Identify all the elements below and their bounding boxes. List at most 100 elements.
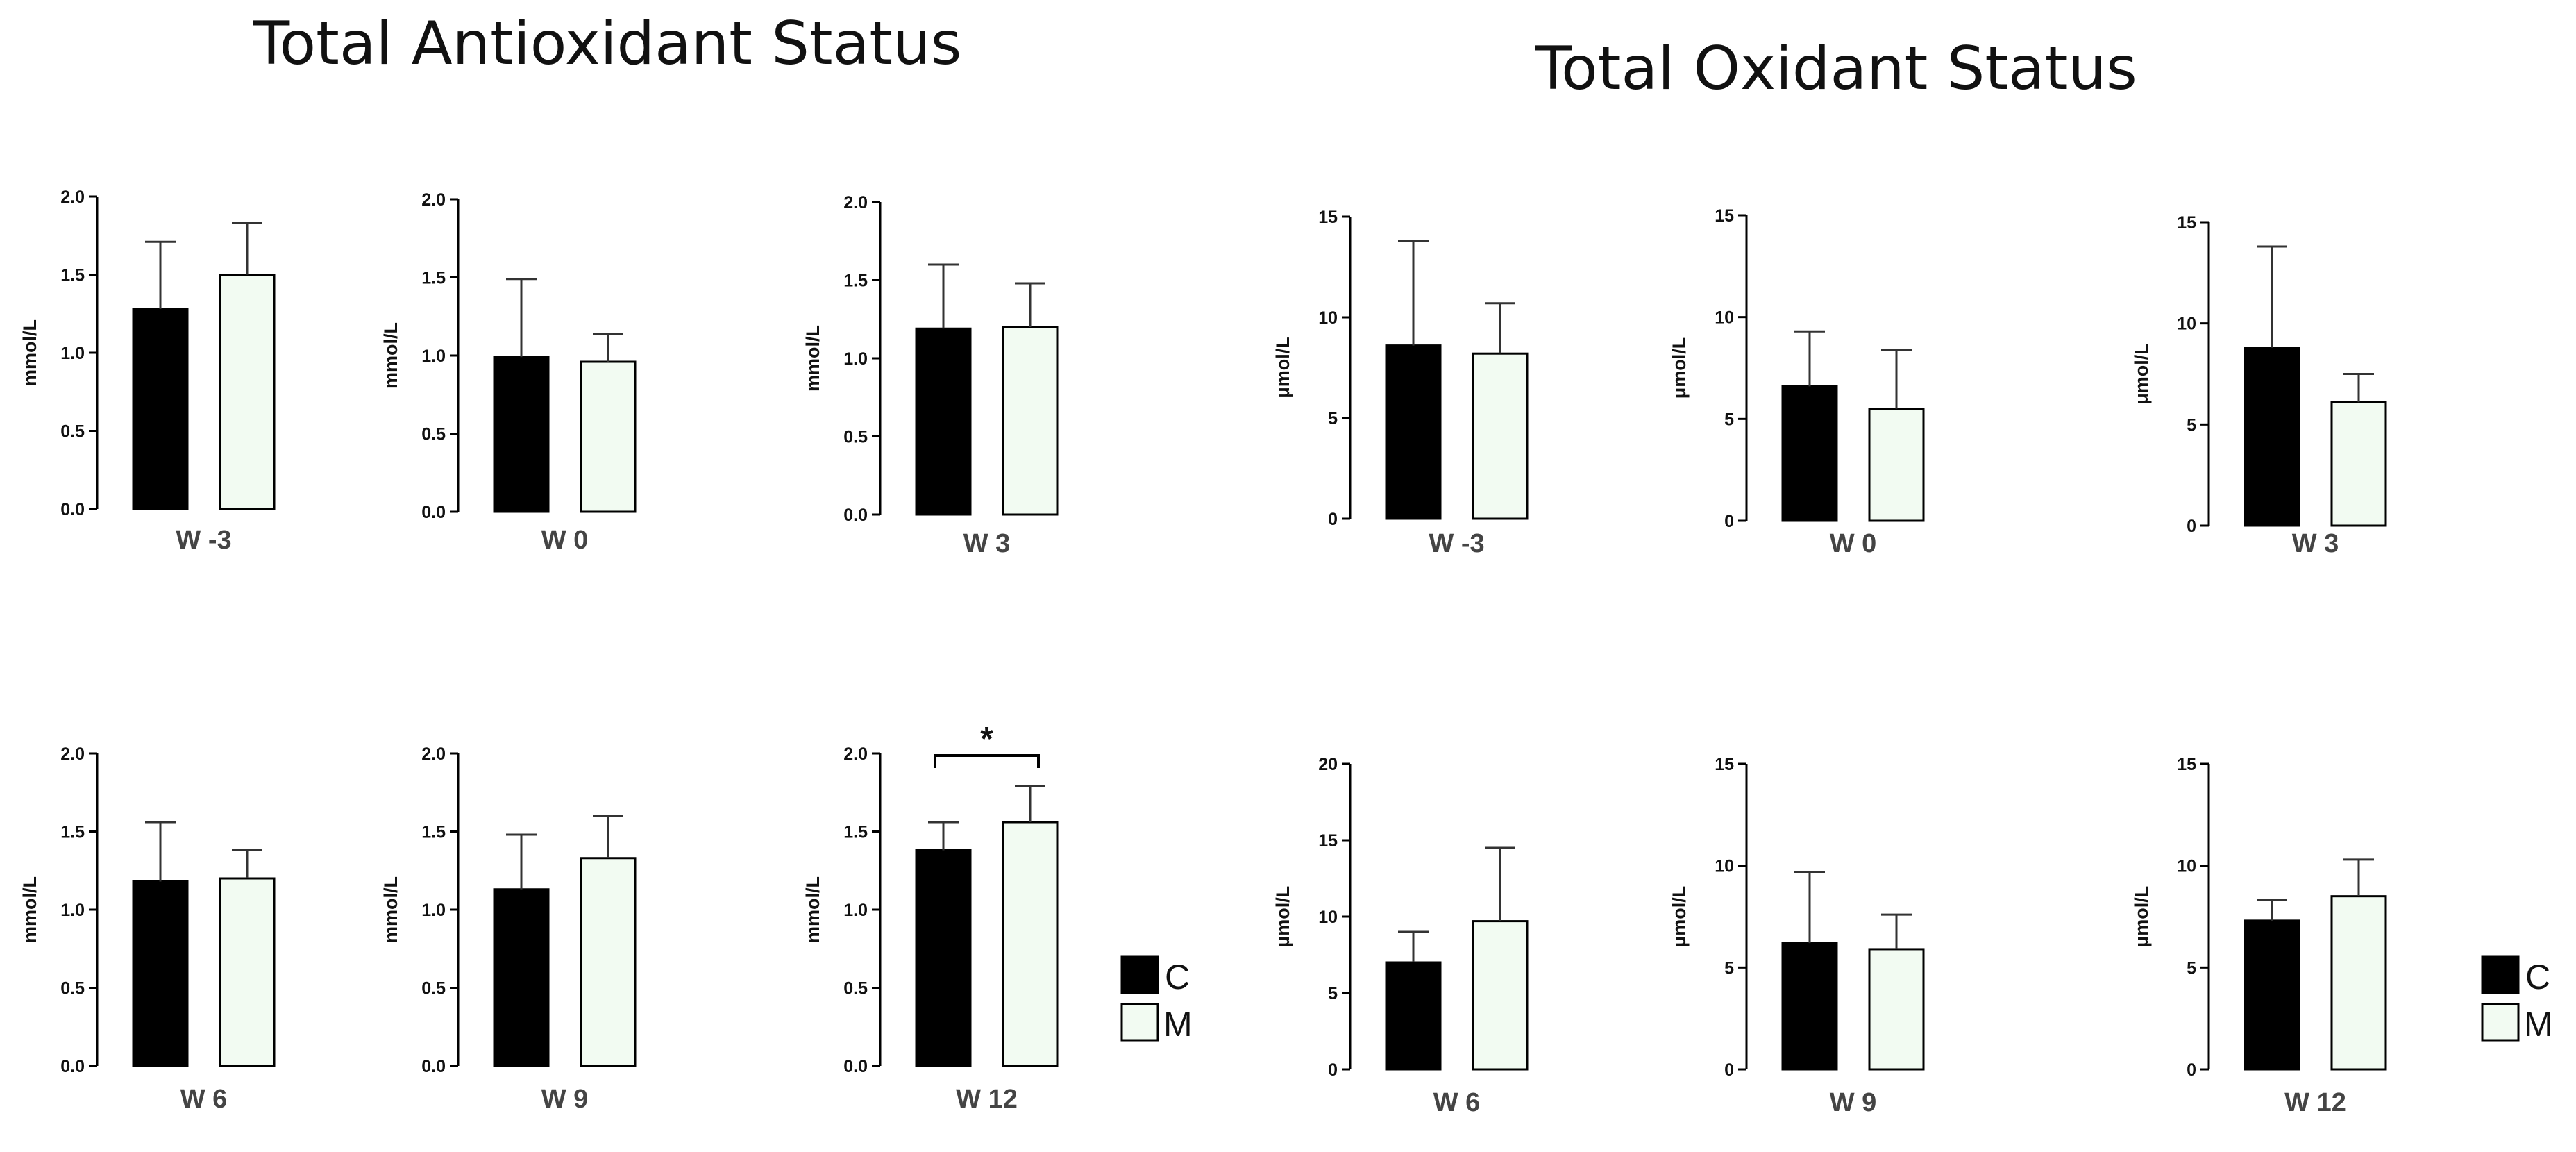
y-tick-label: 15 bbox=[1318, 831, 1338, 851]
chart-panel-tos-w3: 0 5 10 15 μmol/L W 3 bbox=[2131, 213, 2387, 558]
x-axis-label: W 9 bbox=[541, 1085, 589, 1114]
y-tick-label: 0.5 bbox=[843, 428, 868, 447]
legend-swatch-m bbox=[2481, 1003, 2520, 1042]
chart-panel-tos-w0: 0 5 10 15 μmol/L W 0 bbox=[1669, 206, 1925, 558]
y-tick-label: 1.5 bbox=[843, 823, 868, 842]
legend-swatch-c bbox=[1120, 955, 1159, 994]
bar-m bbox=[1472, 352, 1529, 520]
legend-swatch-m bbox=[1120, 1003, 1159, 1042]
significance-bracket bbox=[934, 754, 1040, 768]
y-tick-label: 0.0 bbox=[60, 1057, 85, 1076]
y-tick-label: 1.5 bbox=[421, 269, 446, 288]
y-tick-label: 1.0 bbox=[60, 901, 85, 920]
y-tick-label: 0.0 bbox=[60, 500, 85, 519]
y-axis-label: μmol/L bbox=[2131, 343, 2152, 405]
bar-m bbox=[219, 274, 276, 510]
y-tick-label: 0.0 bbox=[843, 1057, 868, 1076]
chart-panel-tas-w9: 0.0 0.5 1.0 1.5 2.0 mmol/L W 9 bbox=[380, 744, 637, 1114]
y-axis-label: mmol/L bbox=[802, 325, 823, 392]
y-tick-label: 0.5 bbox=[421, 979, 446, 999]
x-axis-label: W 0 bbox=[1830, 529, 1877, 558]
chart-panel-tas-w3: 0.0 0.5 1.0 1.5 2.0 mmol/L W 3 bbox=[802, 193, 1059, 558]
y-axis-label: mmol/L bbox=[19, 876, 40, 943]
y-tick-label: 1.0 bbox=[421, 901, 446, 920]
x-axis-label: W 0 bbox=[541, 526, 589, 555]
y-axis-label: mmol/L bbox=[19, 319, 40, 386]
y-tick-label: 15 bbox=[1318, 208, 1338, 227]
x-axis-label: W 12 bbox=[2284, 1088, 2346, 1117]
y-tick-label: 0.5 bbox=[843, 979, 868, 999]
y-tick-label: 0.5 bbox=[60, 422, 85, 442]
y-tick-label: 1.5 bbox=[421, 823, 446, 842]
y-tick-label: 0 bbox=[1724, 512, 1734, 531]
bar-m bbox=[580, 857, 637, 1067]
chart-panel-tos-w-3: 0 5 10 15 μmol/L W -3 bbox=[1272, 208, 1529, 558]
y-axis-label: mmol/L bbox=[380, 876, 401, 943]
y-tick-label: 2.0 bbox=[421, 744, 446, 764]
y-tick-label: 15 bbox=[1715, 206, 1734, 226]
y-tick-label: 10 bbox=[1318, 908, 1338, 927]
y-tick-label: 1.0 bbox=[60, 344, 85, 363]
y-tick-label: 5 bbox=[1724, 958, 1734, 978]
bar-m bbox=[1472, 920, 1529, 1071]
bar-c bbox=[1781, 385, 1838, 522]
bar-m bbox=[2330, 895, 2387, 1071]
y-tick-label: 2.0 bbox=[843, 744, 868, 764]
x-axis-label: W 9 bbox=[1830, 1088, 1877, 1117]
y-tick-label: 10 bbox=[1318, 308, 1338, 328]
y-tick-label: 10 bbox=[2177, 315, 2196, 334]
y-tick-label: 10 bbox=[1715, 308, 1734, 328]
x-axis-label: W 3 bbox=[2292, 529, 2339, 558]
y-tick-label: 0 bbox=[1724, 1060, 1734, 1080]
chart-panel-tos-w9: 0 5 10 15 μmol/L W 9 bbox=[1669, 755, 1925, 1117]
y-tick-label: 15 bbox=[1715, 755, 1734, 774]
chart-panels: 0.0 0.5 1.0 1.5 2.0 mmol/L W -3 0.0 0.5 1.0 1.5 2.0… bbox=[19, 187, 2387, 1117]
chart-panel-tos-w12: 0 5 10 15 μmol/L W 12 bbox=[2131, 755, 2387, 1117]
y-tick-label: 15 bbox=[2177, 755, 2196, 774]
bar-c bbox=[2244, 919, 2300, 1071]
y-tick-label: 5 bbox=[1328, 984, 1338, 1003]
legend-tas: C M bbox=[1120, 955, 1193, 1044]
bar-m bbox=[219, 877, 276, 1067]
legend-label-m: M bbox=[1163, 1005, 1193, 1044]
y-tick-label: 0.0 bbox=[421, 503, 446, 522]
x-axis-label: W 12 bbox=[956, 1085, 1018, 1114]
y-tick-label: 5 bbox=[2187, 415, 2196, 435]
bar-m bbox=[1868, 408, 1925, 522]
bar-m bbox=[580, 360, 637, 513]
y-tick-label: 20 bbox=[1318, 755, 1338, 774]
bar-c bbox=[1781, 942, 1838, 1071]
x-axis-label: W 3 bbox=[963, 529, 1011, 558]
y-axis-label: μmol/L bbox=[1669, 886, 1690, 948]
bar-m bbox=[1002, 821, 1059, 1067]
y-tick-label: 0.0 bbox=[843, 506, 868, 525]
y-axis-label: μmol/L bbox=[1669, 337, 1690, 399]
y-tick-label: 0.5 bbox=[421, 425, 446, 444]
y-tick-label: 5 bbox=[2187, 958, 2196, 978]
title-total-antioxidant-status: Total Antioxidant Status bbox=[253, 9, 962, 78]
y-tick-label: 1.5 bbox=[60, 823, 85, 842]
legend-label-c: C bbox=[2525, 958, 2550, 996]
chart-panel-tos-w6: 0 5 10 15 20 μmol/L W 6 bbox=[1272, 755, 1529, 1117]
bar-c bbox=[493, 888, 550, 1067]
x-axis-label: W 6 bbox=[180, 1085, 228, 1114]
y-tick-label: 1.0 bbox=[843, 901, 868, 920]
legend-label-m: M bbox=[2524, 1005, 2553, 1044]
bar-c bbox=[493, 356, 550, 513]
chart-panel-tas-w0: 0.0 0.5 1.0 1.5 2.0 mmol/L W 0 bbox=[380, 190, 637, 555]
title-total-oxidant-status: Total Oxidant Status bbox=[1534, 34, 2137, 103]
y-tick-label: 0.5 bbox=[60, 979, 85, 999]
y-tick-label: 10 bbox=[1715, 857, 1734, 876]
bar-c bbox=[915, 849, 972, 1067]
bar-c bbox=[915, 327, 972, 516]
y-axis-label: mmol/L bbox=[380, 322, 401, 389]
significance-marker: * bbox=[980, 721, 993, 758]
bar-c bbox=[132, 880, 189, 1067]
legend-tos: C M bbox=[2481, 955, 2553, 1044]
chart-panel-tas-w6: 0.0 0.5 1.0 1.5 2.0 mmol/L W 6 bbox=[19, 744, 276, 1114]
y-tick-label: 0.0 bbox=[421, 1057, 446, 1076]
bar-c bbox=[1385, 344, 1442, 520]
bar-c bbox=[2244, 347, 2300, 527]
legend-swatch-c bbox=[2481, 955, 2520, 994]
